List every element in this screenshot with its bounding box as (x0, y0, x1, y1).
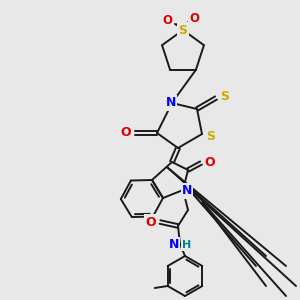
Text: N: N (166, 97, 176, 110)
Text: N: N (169, 238, 179, 251)
Text: N: N (182, 184, 192, 197)
Text: H: H (182, 240, 192, 250)
Text: O: O (162, 14, 172, 26)
Text: S: S (220, 89, 230, 103)
Text: O: O (189, 11, 199, 25)
Text: S: S (206, 130, 215, 142)
Text: O: O (146, 215, 156, 229)
Text: O: O (121, 127, 131, 140)
Text: S: S (178, 23, 188, 37)
Text: O: O (205, 155, 215, 169)
